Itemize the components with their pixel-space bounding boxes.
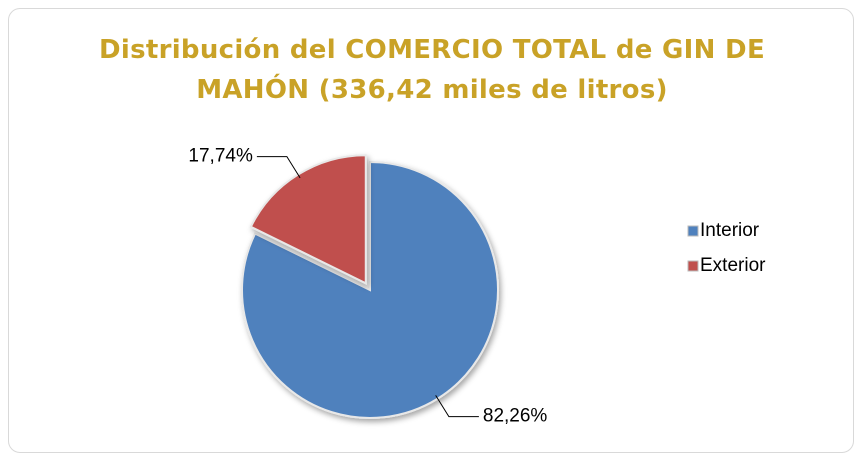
leader-line bbox=[256, 156, 301, 179]
chart-frame bbox=[8, 8, 854, 453]
data-label: 82,26% bbox=[483, 406, 548, 427]
data-label: 17,74% bbox=[188, 146, 253, 167]
legend-swatch bbox=[687, 225, 699, 237]
legend-label: Interior bbox=[700, 220, 760, 241]
leader-line bbox=[435, 395, 479, 418]
chart-title: Distribución del COMERCIO TOTAL de GIN D… bbox=[98, 35, 766, 105]
legend-label: Exterior bbox=[700, 255, 766, 276]
legend-swatch bbox=[687, 260, 699, 272]
